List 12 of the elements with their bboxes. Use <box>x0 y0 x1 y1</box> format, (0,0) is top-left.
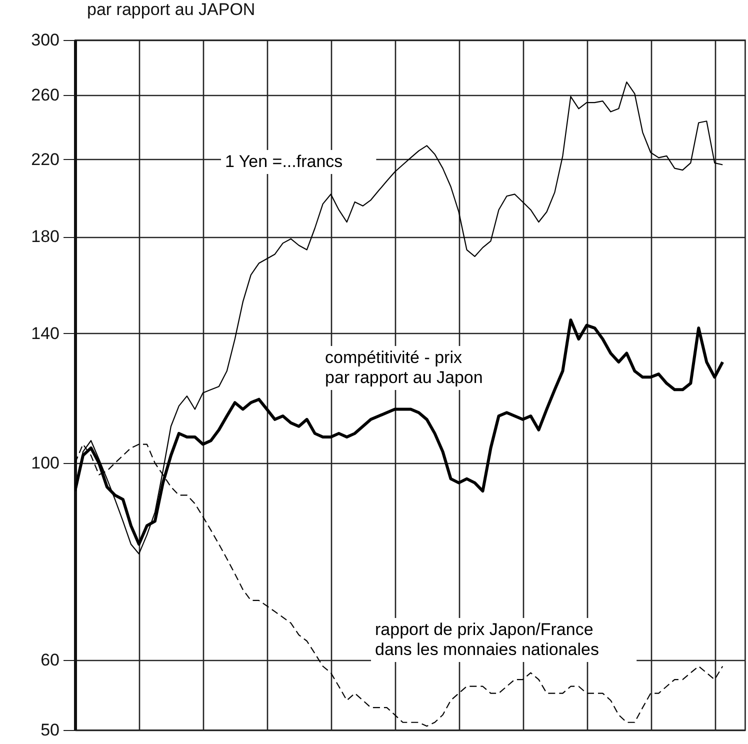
y-tick-label: 140 <box>31 324 60 343</box>
y-tick-label: 180 <box>31 227 60 246</box>
chart-title: par rapport au JAPON <box>87 0 256 19</box>
y-tick-label: 220 <box>31 150 60 169</box>
series-label: 1 Yen =...francs <box>225 152 343 171</box>
y-tick-label: 260 <box>31 86 60 105</box>
y-tick-label: 100 <box>31 454 60 473</box>
y-tick-label: 60 <box>40 650 60 670</box>
text: rapport de prix Japon/France dans les monnaies nationales <box>375 620 599 659</box>
series-label: compétitivité - prix par rapport au Japon <box>325 348 483 387</box>
y-tick-label: 300 <box>31 30 60 50</box>
y-tick-label: 50 <box>40 720 60 740</box>
